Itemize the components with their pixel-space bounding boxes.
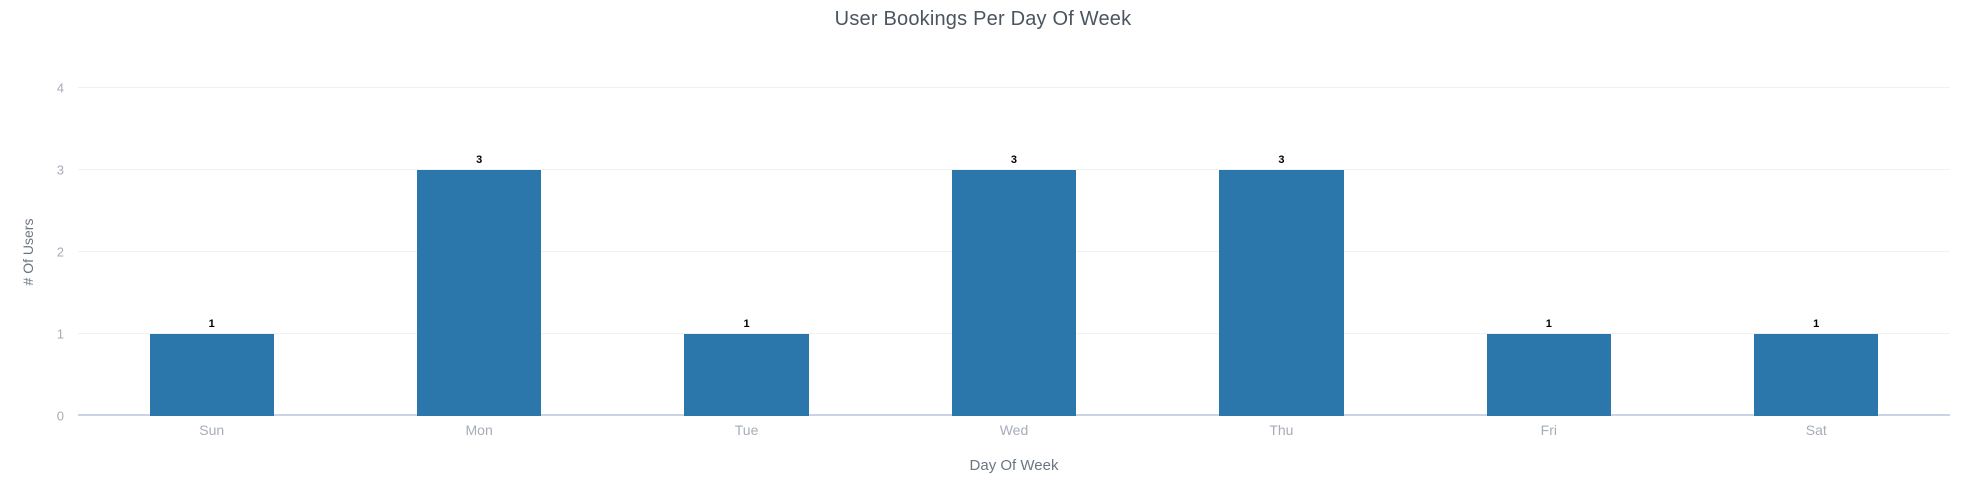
x-tick-label-tue: Tue (734, 422, 759, 438)
bar-band-sun: 1 (78, 88, 345, 416)
value-label-sat: 1 (1813, 318, 1820, 330)
y-axis-tick-labels: 0 1 2 3 4 (0, 82, 64, 423)
bar-band-mon: 3 (345, 88, 612, 416)
x-tick-label-mon: Mon (465, 422, 493, 438)
bar-wrap-tue: 1 (684, 319, 809, 416)
bar-wrap-thu: 3 (1219, 155, 1344, 416)
bar-wrap-sun: 1 (149, 319, 274, 416)
bar-band-sat: 1 (1683, 88, 1950, 416)
value-label-sun: 1 (208, 318, 215, 330)
bar-wrap-sat: 1 (1754, 319, 1879, 416)
chart-title: User Bookings Per Day Of Week (834, 8, 1132, 30)
gridline-y-4 (78, 87, 1950, 88)
y-tick-label-0: 0 (56, 408, 64, 424)
bar-tue[interactable] (684, 334, 809, 416)
value-label-tue: 1 (743, 318, 750, 330)
x-tick-label-fri: Fri (1540, 422, 1557, 438)
y-tick-label-2: 2 (56, 244, 64, 260)
bar-wrap-mon: 3 (416, 155, 542, 416)
bar-band-fri: 1 (1415, 88, 1682, 416)
value-label-mon: 3 (476, 154, 483, 166)
bar-wrap-fri: 1 (1486, 319, 1611, 416)
bar-sun[interactable] (149, 334, 274, 416)
bar-thu[interactable] (1219, 170, 1344, 416)
bar-fri[interactable] (1486, 334, 1611, 416)
plot-area: 1 3 1 3 3 1 1 (78, 87, 1950, 416)
bar-band-thu: 3 (1148, 88, 1415, 416)
bar-wrap-wed: 3 (951, 155, 1077, 416)
bar-series: 1 3 1 3 3 1 1 (78, 88, 1950, 416)
value-label-wed: 3 (1010, 154, 1018, 166)
y-tick-label-1: 1 (56, 326, 64, 342)
bar-band-wed: 3 (880, 88, 1147, 416)
bar-sat[interactable] (1754, 334, 1879, 416)
x-axis-title: Day Of Week (969, 457, 1059, 474)
y-tick-label-4: 4 (56, 80, 64, 96)
x-tick-label-sun: Sun (199, 422, 225, 438)
x-tick-label-thu: Thu (1269, 422, 1294, 438)
value-label-fri: 1 (1545, 318, 1552, 330)
x-tick-label-wed: Wed (999, 422, 1029, 438)
bar-mon[interactable] (416, 170, 542, 416)
y-tick-label-3: 3 (56, 162, 64, 178)
x-tick-label-sat: Sat (1805, 422, 1827, 438)
bar-band-tue: 1 (613, 88, 880, 416)
value-label-thu: 3 (1278, 154, 1285, 166)
gridline-y-3 (78, 169, 1950, 170)
x-axis-tick-labels: Sun Mon Tue Wed Thu Fri Sat (78, 423, 1950, 437)
bar-wed[interactable] (951, 170, 1077, 416)
